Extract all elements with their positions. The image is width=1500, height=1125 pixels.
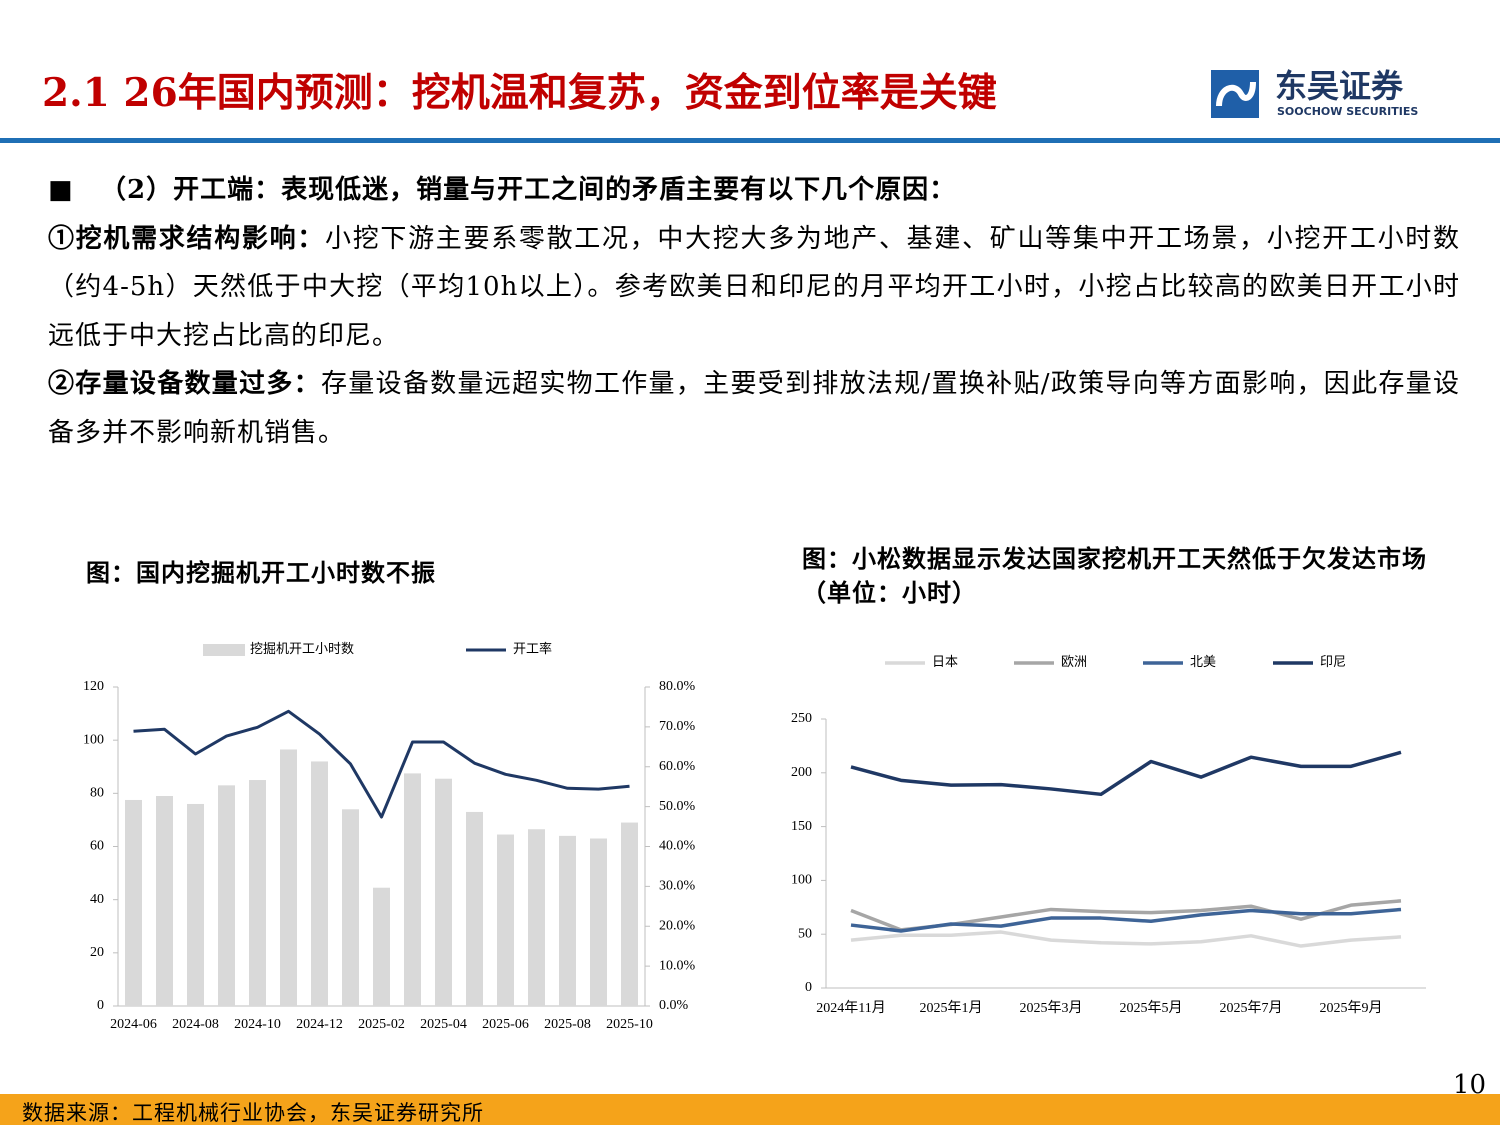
point-text: 小挖下游主要系零散工况，中大挖大多为地产、基建、矿山等集中开工场景，小挖开工小时… [48,223,1460,351]
page-number: 10 [1452,1070,1486,1100]
bar [311,761,328,1006]
x-tick-label: 2024-08 [172,1017,219,1032]
bar [218,785,235,1006]
point: ②存量设备数量过多：存量设备数量远超实物工作量，主要受到排放法规/置换补贴/政策… [48,360,1460,457]
legend-label: 印尼 [1320,654,1346,669]
y2-tick-label: 70.0% [659,719,696,734]
charts: 0 20 40 60 80 100 120 0.0% 10.0% 20.0% 30.0% 40.0% 5… [83,641,1426,1032]
chart-title: 图：国内挖掘机开工小时数不振 [86,558,436,587]
slide-title: 2.1 26年国内预测：挖机温和复苏，资金到位率是关键 [42,70,997,116]
y-tick-label: 20 [90,945,104,960]
bar [280,749,297,1006]
bar [187,803,204,1006]
x-tick-label: 2025-06 [482,1017,529,1032]
body-text: ■ （2）开工端：表现低迷，销量与开工之间的矛盾主要有以下几个原因： ①挖机需求结… [48,166,1460,457]
x-tick-label: 2025-02 [358,1017,405,1032]
bar [559,835,576,1006]
bar [156,795,173,1006]
logo-swirl [1216,81,1256,107]
y2-tick-label: 80.0% [659,679,696,694]
y2-tick-label: 30.0% [659,879,696,894]
y-tick-label: 250 [791,711,812,726]
y-tick-label: 100 [83,732,104,747]
intro-text: （2）开工端：表现低迷，销量与开工之间的矛盾主要有以下几个原因： [100,175,957,205]
y-tick-label: 0 [805,980,812,995]
bar [435,778,452,1006]
point-text: 存量设备数量远超实物工作量，主要受到排放法规/置换补贴/政策导向等方面影响，因此… [48,369,1460,448]
legend-label: 北美 [1190,654,1216,669]
bar [528,829,545,1006]
bar [621,822,638,1006]
logo-subtitle: SOOCHOW SECURITIES [1277,105,1418,118]
bar [373,887,390,1006]
x-tick-label: 2025-04 [420,1017,467,1032]
y2-tick-label: 10.0% [659,958,696,973]
y-tick-label: 60 [90,839,104,854]
point-label: ②存量设备数量过多： [48,369,321,399]
x-tick-label: 2024年11月 [816,1000,885,1016]
y2-tick-label: 60.0% [659,759,696,774]
chart-title: 图：小松数据显示发达国家挖机开工天然低于欠发达市场（单位：小时） [802,544,1427,607]
bar [404,773,421,1006]
legend-label: 挖掘机开工小时数 [250,641,354,656]
y-tick-label: 120 [83,679,104,694]
line [850,907,1402,933]
intro: ■ （2）开工端：表现低迷，销量与开工之间的矛盾主要有以下几个原因： [48,166,1460,215]
y-tick-label: 50 [798,926,812,941]
legend-label: 开工率 [513,641,552,656]
bar [466,811,483,1006]
x-tick-label: 2025-10 [606,1017,653,1032]
legend-label: 日本 [932,654,958,669]
x-tick-label: 2024-10 [234,1017,281,1032]
legend-label: 欧洲 [1061,654,1087,669]
y2-tick-label: 0.0% [659,998,689,1013]
y-tick-label: 200 [791,765,812,780]
y-tick-label: 100 [791,873,812,888]
y-tick-label: 150 [791,819,812,834]
x-tick-label: 2025-08 [544,1017,591,1032]
y2-tick-label: 40.0% [659,839,696,854]
line [850,750,1402,797]
source: 数据来源：工程机械行业协会，东吴证券研究所 [22,1101,484,1125]
logo: 东吴证券 SOOCHOW SECURITIES [1211,67,1418,118]
header-rule [0,138,1500,143]
bar [342,809,359,1006]
y-tick-label: 40 [90,892,104,907]
y2-tick-label: 20.0% [659,918,696,933]
bullet: ■ [48,175,74,205]
y2-tick-label: 50.0% [659,799,696,814]
point-label: ①挖机需求结构影响： [48,223,325,254]
x-tick-label: 2024-06 [110,1017,157,1032]
footer-bar [0,1094,1500,1125]
y-tick-label: 80 [90,786,104,801]
x-tick-label: 2025年1月 [920,1000,983,1016]
x-tick-label: 2025年3月 [1020,1000,1083,1016]
bar [590,838,607,1006]
legend-swatch [203,644,245,656]
line [133,709,630,819]
bar [249,780,266,1006]
x-tick-label: 2024-12 [296,1017,343,1032]
x-tick-label: 2025年5月 [1120,1000,1183,1016]
bar [497,834,514,1006]
x-tick-label: 2025年7月 [1220,1000,1283,1016]
y-tick-label: 0 [97,998,104,1013]
line [850,930,1402,948]
point: ①挖机需求结构影响：小挖下游主要系零散工况，中大挖大多为地产、基建、矿山等集中开… [48,215,1460,361]
logo-name: 东吴证券 [1275,67,1404,105]
bar [125,799,142,1006]
x-tick-label: 2025年9月 [1320,1000,1383,1016]
